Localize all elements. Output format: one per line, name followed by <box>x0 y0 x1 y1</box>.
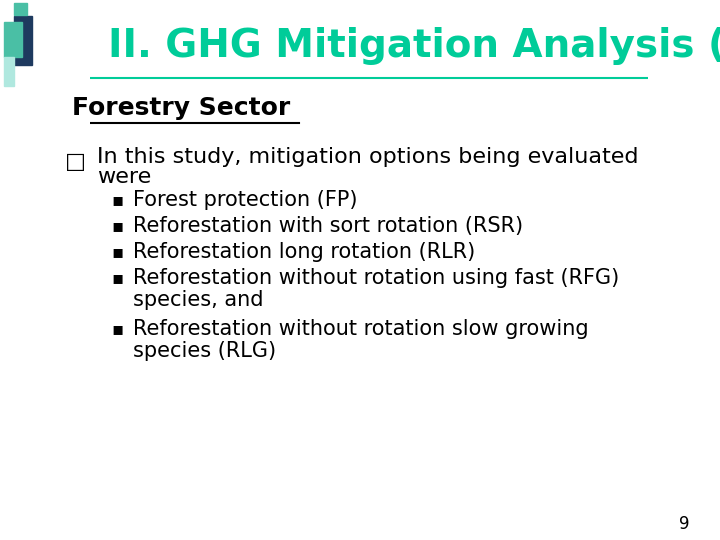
Text: Forest protection (FP): Forest protection (FP) <box>133 190 358 210</box>
Text: Reforestation long rotation (RLR): Reforestation long rotation (RLR) <box>133 241 475 262</box>
Text: Reforestation with sort rotation (RSR): Reforestation with sort rotation (RSR) <box>133 215 523 236</box>
Text: were: were <box>97 167 151 187</box>
Text: ▪: ▪ <box>112 217 124 235</box>
Text: Forestry Sector: Forestry Sector <box>72 96 290 120</box>
Text: In this study, mitigation options being evaluated: In this study, mitigation options being … <box>97 146 639 167</box>
Text: Reforestation without rotation slow growing: Reforestation without rotation slow grow… <box>133 319 589 340</box>
Text: species, and: species, and <box>133 289 264 309</box>
Text: Reforestation without rotation using fast (RFG): Reforestation without rotation using fas… <box>133 267 619 288</box>
Text: ▪: ▪ <box>112 268 124 287</box>
Text: II. GHG Mitigation Analysis (3): II. GHG Mitigation Analysis (3) <box>108 27 720 65</box>
Text: 9: 9 <box>679 515 689 533</box>
Text: ▪: ▪ <box>112 242 124 261</box>
Text: species (RLG): species (RLG) <box>133 341 276 361</box>
Text: ▪: ▪ <box>112 191 124 209</box>
Text: □: □ <box>65 152 86 172</box>
Text: ▪: ▪ <box>112 320 124 339</box>
